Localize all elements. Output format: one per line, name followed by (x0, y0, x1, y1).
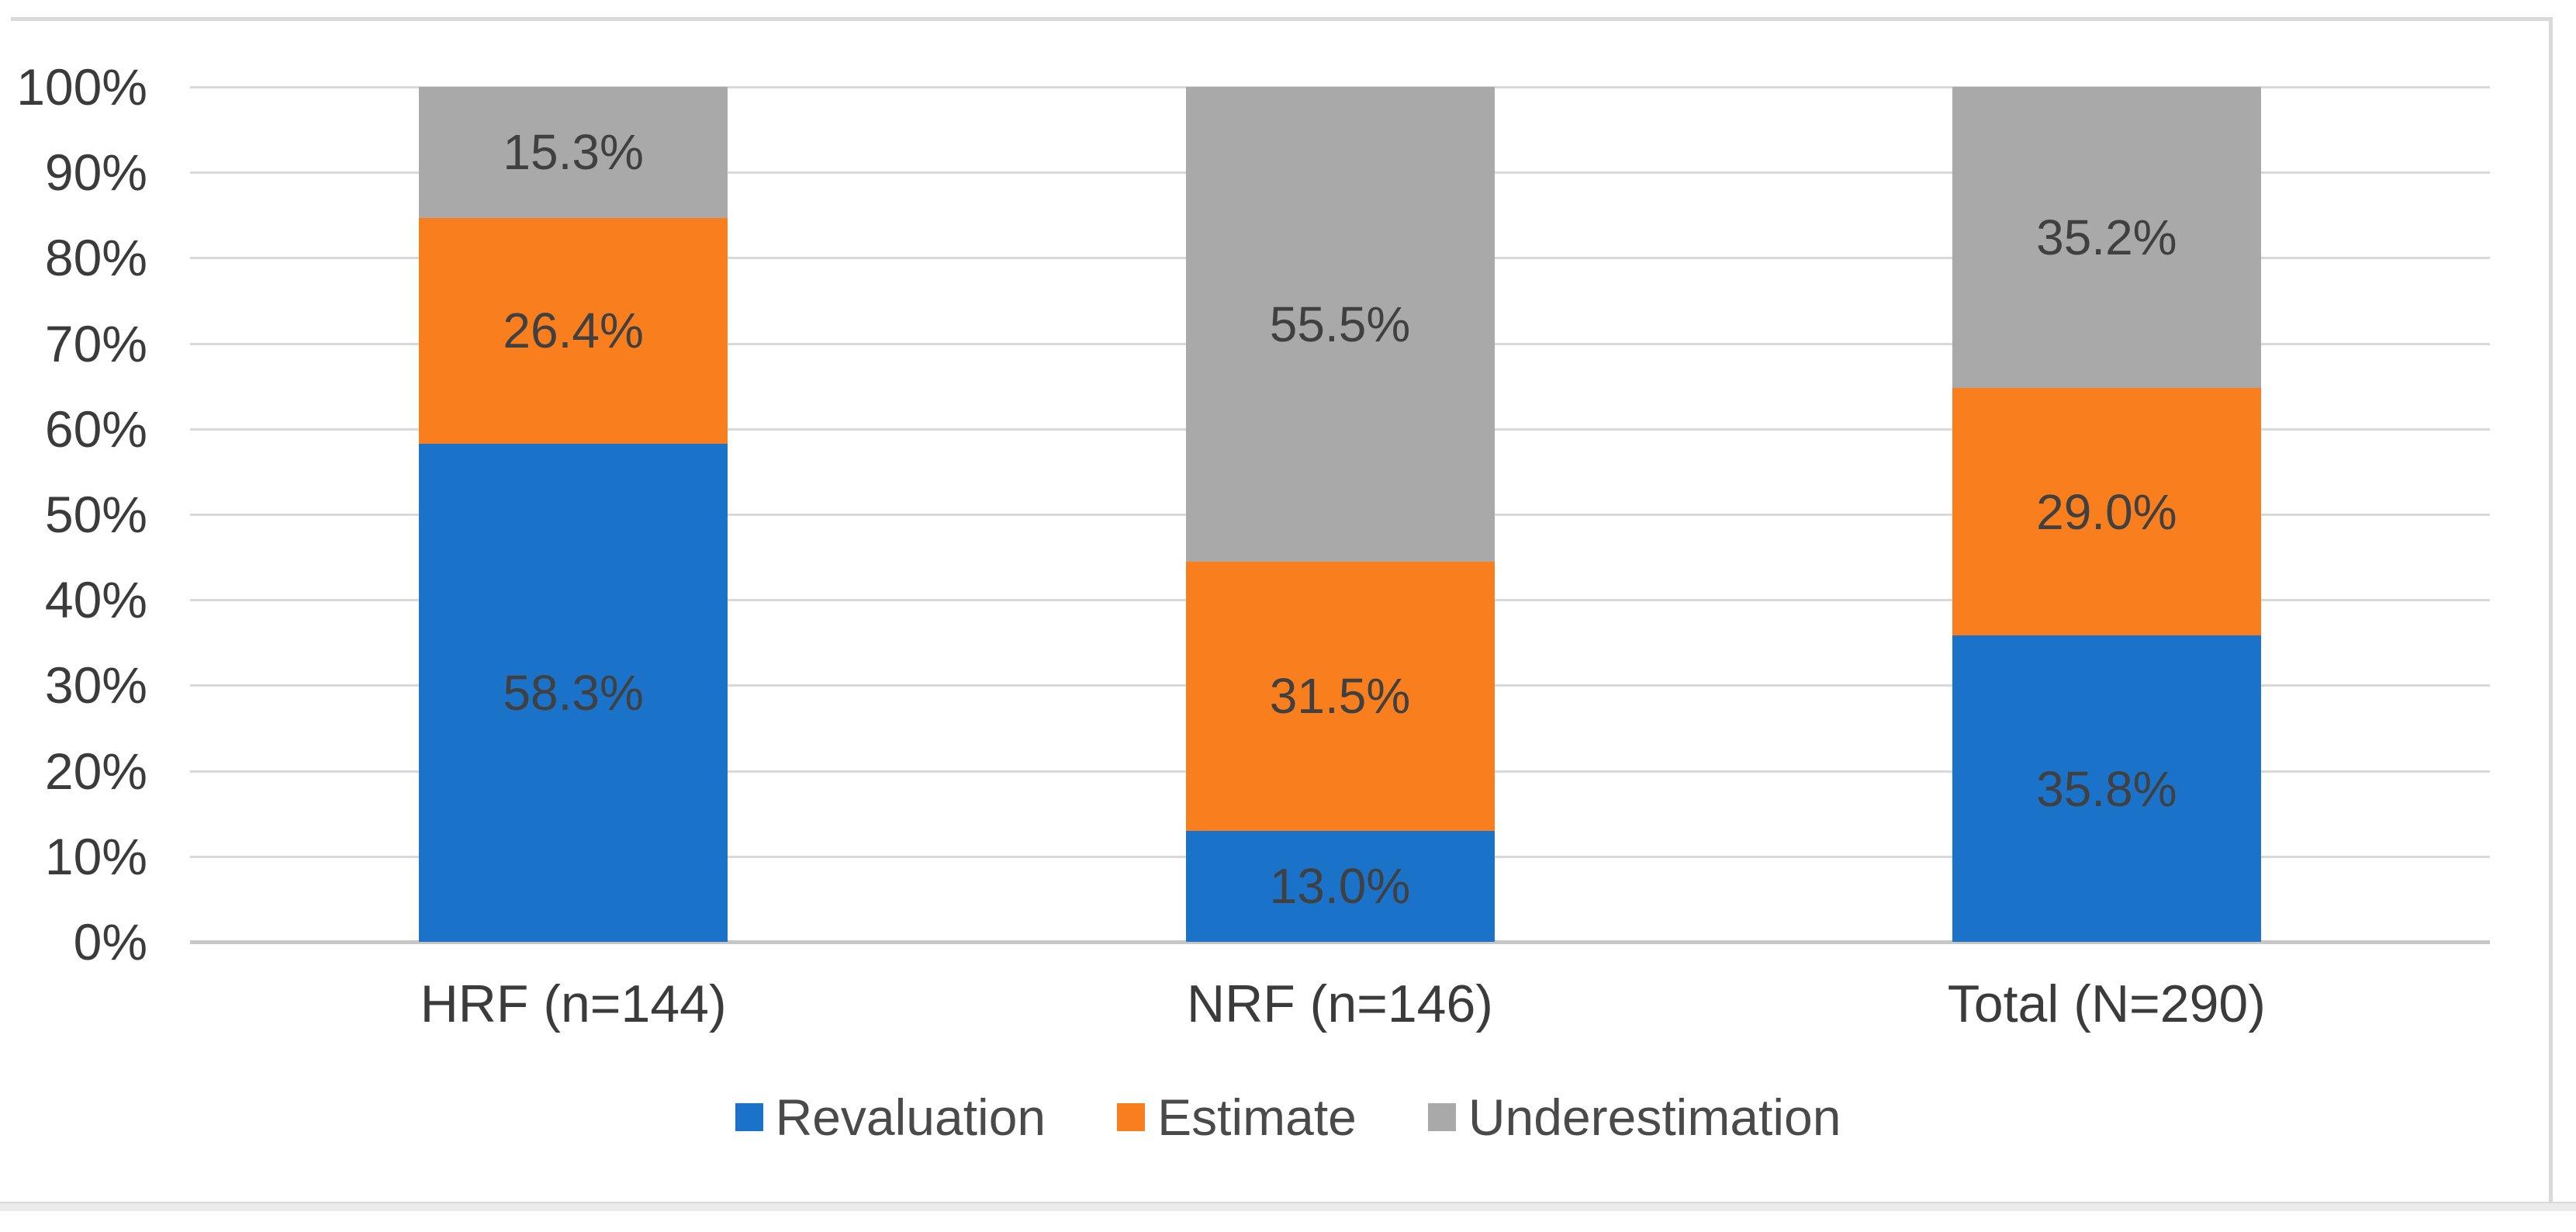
stacked-bar-NRF (n=146): 55.5% 31.5% 13.0% (1185, 87, 1495, 942)
bar-segment-revaluation: 35.8% (1952, 635, 2261, 942)
y-axis-tick-label: 60% (44, 400, 147, 458)
x-axis-category-label: Total (N=290) (1947, 974, 2266, 1033)
data-label: 15.3% (503, 124, 644, 181)
y-axis-tick-label: 90% (44, 144, 147, 202)
x-axis-line (190, 940, 2490, 944)
x-axis-category-label: HRF (n=144) (420, 974, 727, 1033)
chart-border-top (11, 17, 2549, 21)
bar-segment-underestimation: 55.5% (1185, 87, 1495, 562)
y-axis-tick-label: 30% (44, 656, 147, 715)
y-axis-tick-label: 70% (44, 314, 147, 372)
data-label: 35.2% (2036, 209, 2177, 265)
y-axis-tick-label: 0% (73, 913, 147, 971)
data-label: 35.8% (2036, 760, 2177, 817)
chart-border-right (2549, 17, 2553, 1203)
y-axis-tick-label: 100% (16, 58, 147, 116)
y-axis-tick-label: 50% (44, 486, 147, 543)
legend-label: Revaluation (775, 1088, 1046, 1146)
legend-marker-icon (1427, 1103, 1456, 1131)
legend-item-revaluation: Revaluation (735, 1088, 1046, 1147)
bar-segment-revaluation: 58.3% (419, 443, 728, 942)
y-axis-tick-label: 40% (44, 571, 147, 629)
y-axis-tick-label: 20% (44, 742, 147, 800)
legend-marker-icon (1117, 1103, 1146, 1131)
x-axis-category-label: NRF (n=146) (1187, 974, 1493, 1033)
y-axis-tick-label: 80% (44, 229, 147, 287)
data-label: 13.0% (1269, 858, 1411, 915)
bar-segment-estimate: 26.4% (419, 217, 728, 444)
data-label: 58.3% (503, 664, 644, 721)
bar-segment-underestimation: 35.2% (1952, 87, 2261, 388)
chart-border-bottom (0, 1202, 2576, 1211)
legend-marker-icon (735, 1103, 763, 1131)
data-label: 29.0% (2036, 483, 2177, 540)
legend-item-estimate: Estimate (1117, 1088, 1357, 1147)
data-label: 55.5% (1269, 296, 1411, 352)
data-label: 31.5% (1269, 668, 1411, 725)
stacked-bar-HRF (n=144): 15.3% 26.4% 58.3% (419, 87, 728, 942)
legend-label: Underestimation (1468, 1088, 1841, 1146)
bar-segment-estimate: 31.5% (1185, 561, 1495, 831)
legend-item-underestimation: Underestimation (1427, 1088, 1841, 1147)
y-axis-tick-label: 10% (44, 827, 147, 885)
data-label: 26.4% (503, 303, 644, 359)
chart-legend: Revaluation Estimate Underestimation (0, 1085, 2576, 1150)
legend-label: Estimate (1157, 1088, 1357, 1146)
stacked-bar-Total (N=290): 35.2% 29.0% 35.8% (1952, 87, 2261, 942)
bar-segment-revaluation: 13.0% (1185, 830, 1495, 942)
bar-segment-estimate: 29.0% (1952, 387, 2261, 636)
bar-segment-underestimation: 15.3% (419, 87, 728, 218)
